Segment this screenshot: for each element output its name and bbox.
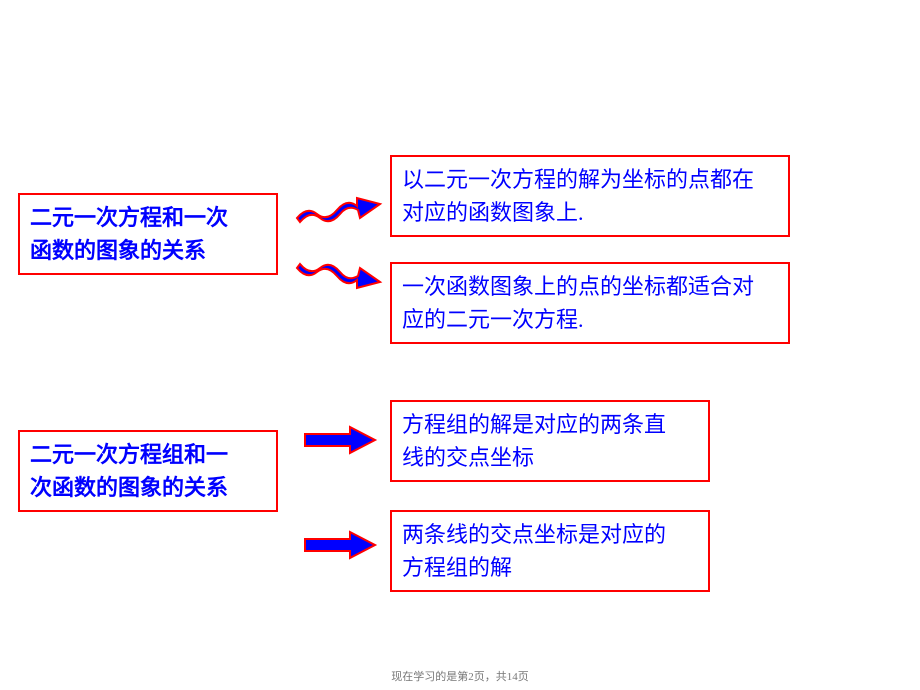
wavy-arrow-icon	[292, 258, 387, 298]
text-line: 函数的图象的关系	[30, 238, 206, 263]
right-detail-box-2a: 方程组的解是对应的两条直 线的交点坐标	[390, 400, 710, 482]
text-line: 二元一次方程和一次	[30, 205, 228, 230]
text-line: 线的交点坐标	[402, 445, 534, 470]
right-detail-box-1b: 一次函数图象上的点的坐标都适合对 应的二元一次方程.	[390, 262, 790, 344]
page-footer: 现在学习的是第2页，共14页	[0, 668, 920, 684]
text-line: 二元一次方程组和一	[30, 442, 228, 467]
text-line: 方程组的解	[402, 555, 512, 580]
right-detail-box-1a: 以二元一次方程的解为坐标的点都在 对应的函数图象上.	[390, 155, 790, 237]
left-concept-box-2: 二元一次方程组和一 次函数的图象的关系	[18, 430, 278, 512]
text-line: 方程组的解是对应的两条直	[402, 412, 666, 437]
text-line: 以二元一次方程的解为坐标的点都在	[402, 167, 754, 192]
right-detail-box-2b: 两条线的交点坐标是对应的 方程组的解	[390, 510, 710, 592]
text-line: 应的二元一次方程.	[402, 307, 584, 332]
straight-arrow-icon	[300, 530, 380, 560]
footer-text: 现在学习的是第2页，共14页	[391, 671, 529, 683]
text-line: 对应的函数图象上.	[402, 200, 584, 225]
wavy-arrow-icon	[292, 188, 387, 228]
straight-arrow-icon	[300, 425, 380, 455]
text-line: 一次函数图象上的点的坐标都适合对	[402, 274, 754, 299]
left-concept-box-1: 二元一次方程和一次 函数的图象的关系	[18, 193, 278, 275]
text-line: 次函数的图象的关系	[30, 475, 228, 500]
text-line: 两条线的交点坐标是对应的	[402, 522, 666, 547]
